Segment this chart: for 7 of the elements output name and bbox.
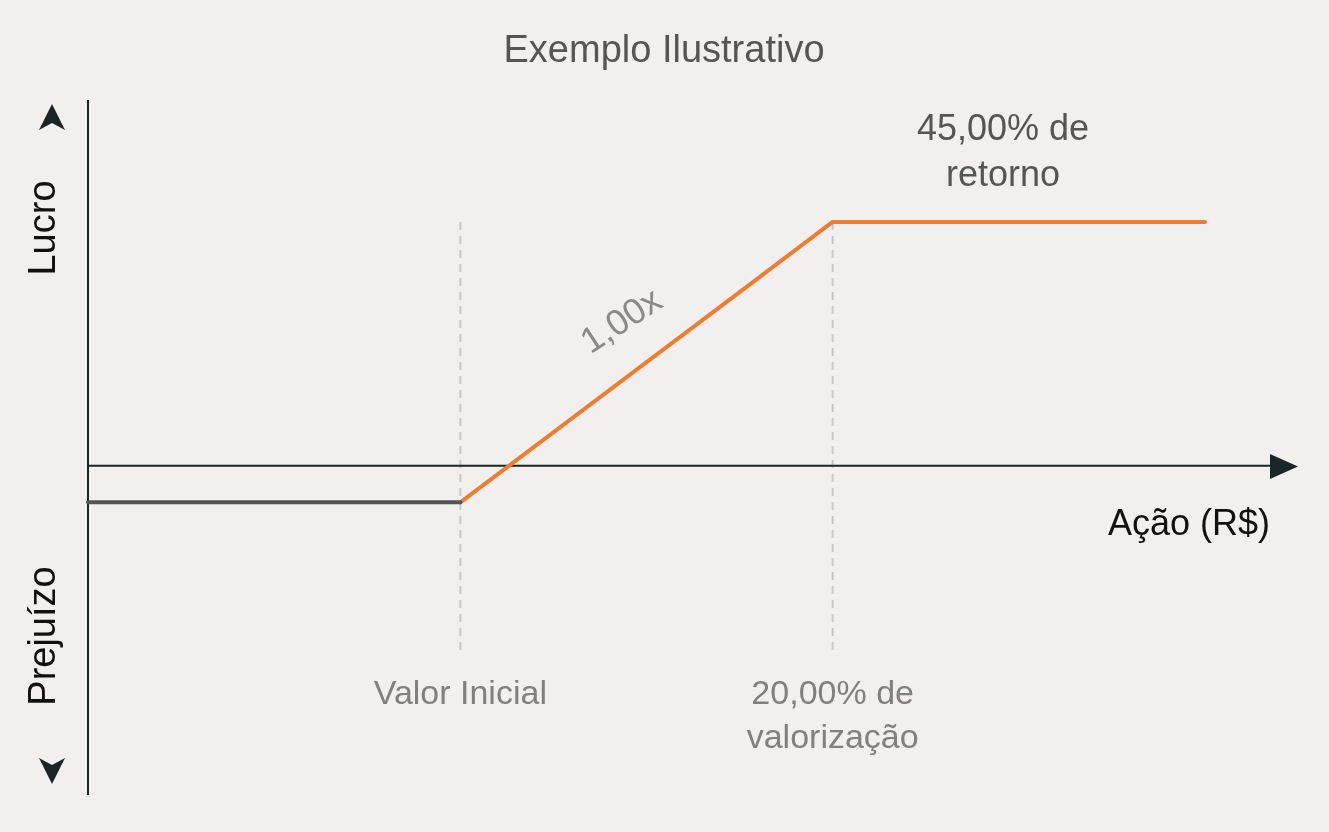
x-tick-label: 20,00% de valorização bbox=[746, 673, 919, 756]
text: 45,00% de retorno bbox=[916, 106, 1090, 194]
x-axis-title: Ação (R$) bbox=[1107, 501, 1270, 543]
x-tick-label: Valor Inicial bbox=[373, 673, 547, 712]
text: Prejuízo bbox=[21, 566, 64, 706]
text: Lucro bbox=[21, 180, 64, 276]
chart-title: Exemplo Ilustrativo bbox=[503, 28, 825, 71]
